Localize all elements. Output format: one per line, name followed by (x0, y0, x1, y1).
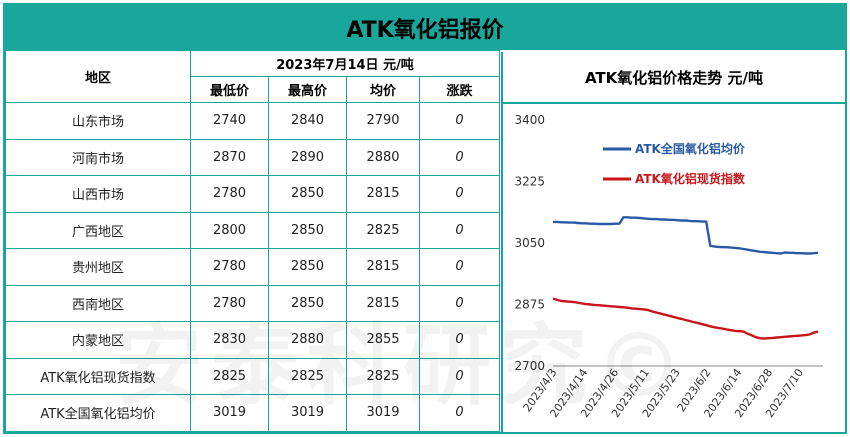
legend-label: ATK氧化铝现货指数 (635, 171, 746, 186)
low-price-cell: 2780 (190, 284, 269, 322)
region-cell: ATK氧化铝现货指数 (5, 357, 191, 395)
high-price-cell: 2825 (268, 357, 347, 395)
high-price-cell: 2850 (268, 211, 347, 249)
table-row: 内蒙地区 2830 2880 2855 0 (5, 321, 501, 359)
change-cell: 0 (418, 175, 501, 213)
page-title: ATK氧化铝报价 (5, 5, 845, 50)
avg-price-cell: 2790 (346, 102, 420, 140)
region-cell: 广西地区 (5, 211, 191, 249)
y-tick-label: 2875 (514, 298, 545, 312)
table-body: 山东市场 2740 2840 2790 0 河南市场 2870 2890 2880 0 山西市场 27… (5, 102, 501, 432)
date-header: 2023年7月14日 元/吨 (189, 50, 501, 77)
low-price-cell: 2825 (190, 357, 269, 395)
low-price-cell: 2780 (190, 175, 269, 213)
avg-price-cell: 2880 (346, 138, 420, 176)
change-cell: 0 (418, 138, 501, 176)
column-header-change: 涨跌 (418, 76, 501, 103)
change-cell: 0 (418, 248, 501, 286)
table-header-row: 地区 2023年7月14日 元/吨 (5, 50, 501, 103)
region-cell: 贵州地区 (5, 248, 191, 286)
table-row: 山西市场 2780 2850 2815 0 (5, 175, 501, 213)
low-price-cell: 2780 (190, 248, 269, 286)
avg-price-cell: 2825 (346, 357, 420, 395)
change-cell: 0 (418, 321, 501, 359)
table-row: 西南地区 2780 2850 2815 0 (5, 284, 501, 322)
region-cell: ATK全国氧化铝均价 (5, 394, 191, 432)
price-report-frame: ATK氧化铝报价 地区 2023年7月14日 元/吨 最低价 最高价 均价 涨跌… (3, 3, 847, 434)
high-price-cell: 2850 (268, 248, 347, 286)
avg-price-cell: 2815 (346, 175, 420, 213)
table-subheader-row: 最低价 最高价 均价 涨跌 (6, 76, 501, 103)
avg-price-cell: 2815 (346, 248, 420, 286)
avg-price-cell: 2855 (346, 321, 420, 359)
region-cell: 山东市场 (5, 102, 191, 140)
region-cell: 西南地区 (5, 284, 191, 322)
change-cell: 0 (418, 102, 501, 140)
high-price-cell: 2880 (268, 321, 347, 359)
change-cell: 0 (418, 357, 501, 395)
region-cell: 内蒙地区 (5, 321, 191, 359)
table-row: 广西地区 2800 2850 2825 0 (5, 211, 501, 249)
table-row: ATK氧化铝现货指数 2825 2825 2825 0 (5, 357, 501, 395)
table-row: 河南市场 2870 2890 2880 0 (5, 138, 501, 176)
high-price-cell: 2850 (268, 175, 347, 213)
chart-title: ATK氧化铝价格走势 元/吨 (584, 69, 763, 87)
y-tick-label: 3225 (514, 175, 545, 189)
region-cell: 山西市场 (5, 175, 191, 213)
low-price-cell: 2830 (190, 321, 269, 359)
column-header-low: 最低价 (190, 76, 269, 103)
change-cell: 0 (418, 394, 501, 432)
region-header: 地区 (5, 50, 191, 103)
table-row: 贵州地区 2780 2850 2815 0 (5, 248, 501, 286)
column-header-avg: 均价 (346, 76, 420, 103)
high-price-cell: 2890 (268, 138, 347, 176)
low-price-cell: 2800 (190, 211, 269, 249)
low-price-cell: 3019 (190, 394, 269, 432)
price-table: 地区 2023年7月14日 元/吨 最低价 最高价 均价 涨跌 山东市场 2740… (5, 50, 501, 432)
high-price-cell: 3019 (268, 394, 347, 432)
legend-label: ATK全国氧化铝均价 (635, 141, 746, 156)
high-price-cell: 2850 (268, 284, 347, 322)
y-tick-label: 2700 (514, 359, 545, 373)
column-header-high: 最高价 (268, 76, 347, 103)
change-cell: 0 (418, 211, 501, 249)
low-price-cell: 2740 (190, 102, 269, 140)
series-line-spot-index (552, 297, 819, 340)
series-line-national-average (553, 216, 819, 255)
avg-price-cell: 3019 (346, 394, 420, 432)
avg-price-cell: 2825 (346, 211, 420, 249)
low-price-cell: 2870 (190, 138, 269, 176)
chart-title-divider (503, 102, 845, 104)
change-cell: 0 (418, 284, 501, 322)
chart-plot: 340032253050287527002023/4/32023/4/14202… (514, 113, 823, 420)
table-row: ATK全国氧化铝均价 3019 3019 3019 0 (5, 394, 501, 432)
table-row: 山东市场 2740 2840 2790 0 (5, 102, 501, 140)
y-tick-label: 3400 (514, 113, 545, 127)
avg-price-cell: 2815 (346, 284, 420, 322)
y-tick-label: 3050 (514, 236, 545, 250)
region-cell: 河南市场 (5, 138, 191, 176)
price-trend-chart: ATK氧化铝价格走势 元/吨 3400 3225 3050 2875 2700 2023/… (501, 52, 845, 432)
high-price-cell: 2840 (268, 102, 347, 140)
